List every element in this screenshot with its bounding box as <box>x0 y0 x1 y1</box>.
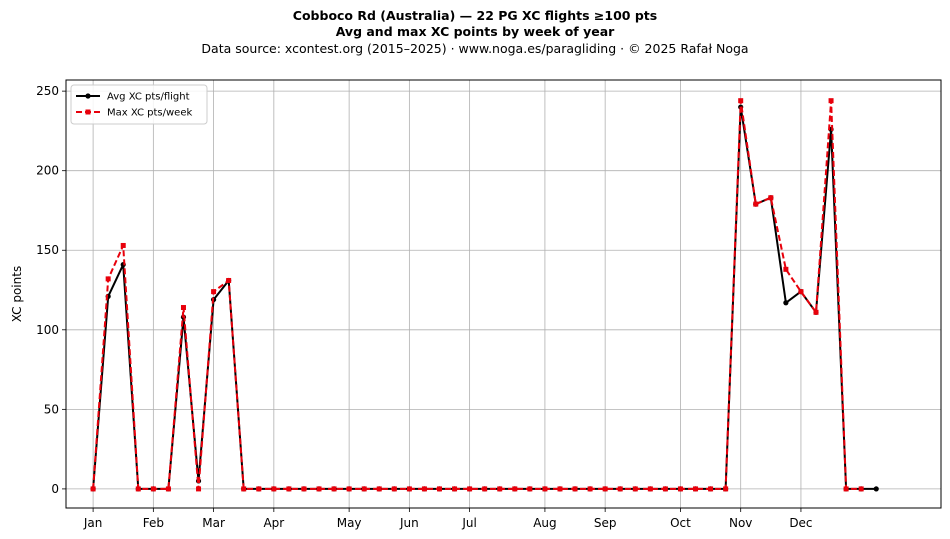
series-line <box>92 99 862 490</box>
data-point <box>436 486 442 492</box>
y-axis-label: XC points <box>10 266 24 322</box>
x-tick-label: Sep <box>594 516 617 530</box>
data-point <box>783 266 789 272</box>
x-tick-label: Mar <box>202 516 225 530</box>
data-point <box>858 486 864 492</box>
data-point <box>843 486 849 492</box>
data-point <box>105 276 111 282</box>
data-point <box>617 486 623 492</box>
data-point <box>587 486 593 492</box>
data-point <box>90 486 96 492</box>
x-tick-label: Jun <box>399 516 419 530</box>
data-point <box>512 486 518 492</box>
data-point <box>828 98 834 104</box>
data-point <box>346 486 352 492</box>
data-point <box>542 486 548 492</box>
data-point <box>647 486 653 492</box>
y-tick-label: 100 <box>36 323 59 337</box>
x-tick-label: Feb <box>143 516 164 530</box>
data-point <box>738 98 744 104</box>
x-tick-label: Apr <box>263 516 284 530</box>
data-point <box>873 486 879 492</box>
data-point <box>768 195 774 201</box>
data-point <box>361 486 367 492</box>
y-tick-label: 200 <box>36 164 59 178</box>
x-tick-label: Dec <box>789 516 812 530</box>
data-point <box>798 289 804 295</box>
y-axis: 0 50 100 150 200 250 <box>36 84 66 496</box>
y-tick-label: 250 <box>36 84 59 98</box>
series-group <box>90 98 879 492</box>
data-point <box>677 486 683 492</box>
data-point <box>211 289 217 295</box>
data-point <box>120 242 126 248</box>
data-point <box>572 486 578 492</box>
data-point <box>271 486 277 492</box>
chart-subtitle: Avg and max XC points by week of year <box>335 24 615 39</box>
data-point <box>406 486 412 492</box>
data-point <box>693 486 699 492</box>
grid-lines <box>66 80 941 508</box>
data-point <box>421 486 427 492</box>
series-max <box>90 98 864 492</box>
data-point <box>497 486 503 492</box>
legend-marker <box>85 109 91 115</box>
data-point <box>557 486 563 492</box>
data-point <box>226 277 232 283</box>
data-point <box>150 486 156 492</box>
data-point <box>256 486 262 492</box>
x-tick-label: Jul <box>461 516 476 530</box>
data-point <box>301 486 307 492</box>
data-point <box>708 486 714 492</box>
x-tick-label: May <box>337 516 362 530</box>
data-point <box>632 486 638 492</box>
data-point <box>753 201 759 207</box>
series-avg <box>90 104 879 492</box>
data-point <box>331 486 337 492</box>
y-tick-label: 50 <box>44 402 59 416</box>
data-point <box>723 486 729 492</box>
x-tick-label: Oct <box>670 516 691 530</box>
data-point <box>135 486 141 492</box>
data-point <box>316 486 322 492</box>
data-point <box>602 486 608 492</box>
data-point <box>482 486 488 492</box>
series-line <box>92 106 877 490</box>
data-point <box>813 309 819 315</box>
chart-titles: Cobboco Rd (Australia) — 22 PG XC flight… <box>0 8 950 57</box>
data-point <box>165 486 171 492</box>
x-tick-label: Aug <box>533 516 556 530</box>
data-point <box>783 300 789 306</box>
plot-frame <box>65 79 942 509</box>
chart-source: Data source: xcontest.org (2015–2025) · … <box>201 41 749 56</box>
data-point <box>376 486 382 492</box>
data-point <box>241 486 247 492</box>
data-point <box>662 486 668 492</box>
data-point <box>391 486 397 492</box>
legend-label: Avg XC pts/flight <box>107 92 190 103</box>
data-point <box>286 486 292 492</box>
legend-marker <box>85 93 91 99</box>
data-point <box>527 486 533 492</box>
x-tick-label: Nov <box>729 516 752 530</box>
data-point <box>196 486 202 492</box>
y-tick-label: 0 <box>51 482 59 496</box>
legend: Avg XC pts/flight Max XC pts/week <box>70 84 208 125</box>
y-tick-label: 150 <box>36 243 59 257</box>
data-point <box>452 486 458 492</box>
data-point <box>467 486 473 492</box>
x-tick-label: Jan <box>83 516 103 530</box>
legend-box <box>70 84 208 125</box>
data-point <box>180 305 186 311</box>
legend-label: Max XC pts/week <box>107 108 192 119</box>
chart-title: Cobboco Rd (Australia) — 22 PG XC flight… <box>292 8 658 23</box>
x-axis: Jan Feb Mar Apr May Jun Jul Aug Sep Oct Nov Dec <box>83 508 813 530</box>
